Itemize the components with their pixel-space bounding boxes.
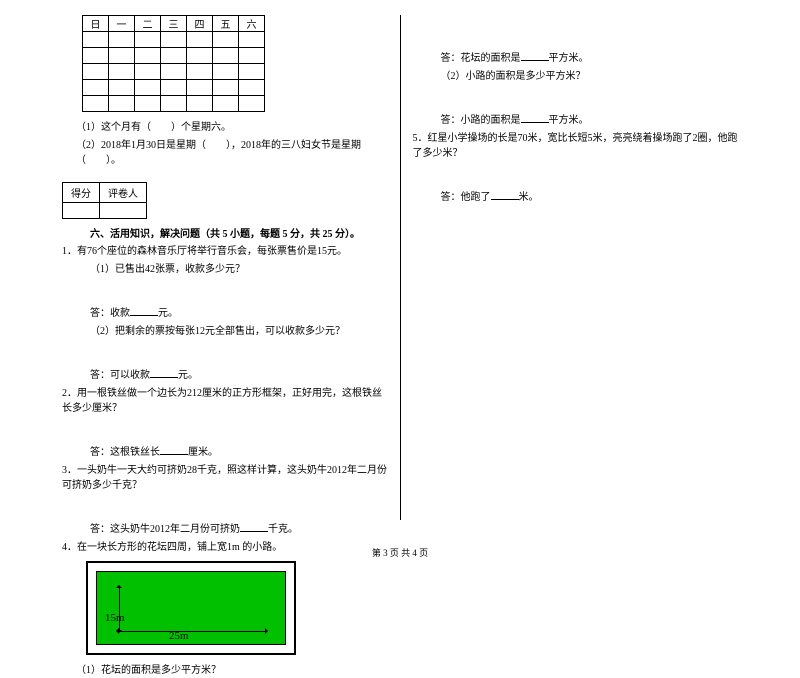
q4-2-text: （2）小路的面积是多少平方米？ (413, 69, 739, 84)
calendar-row (83, 32, 265, 48)
blank (160, 444, 188, 455)
q4-2-ans-suf: 平方米。 (549, 115, 589, 126)
grader-label: 评卷人 (100, 183, 147, 203)
q4-2-answer: 答：小路的面积是 平方米。 (413, 112, 739, 128)
arrow-vertical-icon (119, 586, 120, 632)
blank (491, 189, 519, 200)
blank (150, 367, 178, 378)
q4-2-ans-pre: 答：小路的面积是 (441, 115, 521, 126)
q3-ans-pre: 答：这头奶牛2012年二月份可挤奶 (90, 524, 240, 535)
score-label: 得分 (63, 183, 100, 203)
q3-text: 3．一头奶牛一天大约可挤奶28千克，照这样计算，这头奶牛2012年二月份可挤奶多… (62, 463, 388, 493)
q1-2-ans-pre: 答：可以收款 (90, 370, 150, 381)
q5-ans-suf: 米。 (519, 192, 539, 203)
grader-cell (100, 203, 147, 219)
blank (130, 305, 158, 316)
q1-2-ans-suf: 元。 (178, 370, 198, 381)
cal-h-2: 二 (135, 16, 161, 32)
q5-ans-pre: 答：他跑了 (441, 192, 491, 203)
q2-answer: 答：这根铁丝长 厘米。 (62, 444, 388, 460)
section-6-title: 六、活用知识，解决问题（共 5 小题，每题 5 分，共 25 分）。 (90, 225, 388, 240)
score-box: 得分 评卷人 (62, 182, 147, 219)
q1-1-answer: 答：收款 元。 (62, 305, 388, 321)
q1-1-ans-suf: 元。 (158, 308, 178, 319)
height-label: 15m (105, 612, 125, 624)
arrow-horizontal-icon (117, 631, 267, 632)
calendar-header-row: 日 一 二 三 四 五 六 (83, 16, 265, 32)
calendar-row (83, 48, 265, 64)
blank (521, 112, 549, 123)
q2-text: 2．用一根铁丝做一个边长为212厘米的正方形框架，正好用完，这根铁丝长多少厘米？ (62, 386, 388, 416)
q3-answer: 答：这头奶牛2012年二月份可挤奶 千克。 (62, 521, 388, 537)
score-cell (63, 203, 100, 219)
cal-h-5: 五 (213, 16, 239, 32)
q4-1-answer: 答：花坛的面积是 平方米。 (413, 50, 739, 66)
cal-h-0: 日 (83, 16, 109, 32)
q2-ans-suf: 厘米。 (188, 447, 218, 458)
cal-h-3: 三 (161, 16, 187, 32)
cal-h-1: 一 (109, 16, 135, 32)
blank (521, 50, 549, 61)
q1-2-answer: 答：可以收款 元。 (62, 367, 388, 383)
q1-1-ans-pre: 答：收款 (90, 308, 130, 319)
green-rect: 15m 25m (96, 571, 286, 645)
page-footer: 第 3 页 共 4 页 (0, 546, 800, 559)
flowerbed-diagram: 15m 25m (86, 561, 296, 655)
q2-ans-pre: 答：这根铁丝长 (90, 447, 160, 458)
q5-answer: 答：他跑了 米。 (413, 189, 739, 205)
blank (240, 521, 268, 532)
q1-1-text: （1）已售出42张票，收款多少元？ (62, 262, 388, 277)
width-label: 25m (169, 630, 189, 642)
calendar-q2: （2）2018年1月30日是星期（ ），2018年的三八妇女节是星期（ ）。 (62, 138, 388, 168)
cal-h-6: 六 (239, 16, 265, 32)
calendar-table: 日 一 二 三 四 五 六 (82, 15, 265, 112)
calendar-row (83, 80, 265, 96)
q5-text: 5．红星小学操场的长是70米，宽比长短5米，亮亮绕着操场跑了2圈，他跑了多少米？ (413, 131, 739, 161)
q1-2-text: （2）把剩余的票按每张12元全部售出，可以收款多少元？ (62, 324, 388, 339)
q4-1-text: （1）花坛的面积是多少平方米？ (62, 663, 388, 678)
q3-ans-suf: 千克。 (268, 524, 298, 535)
q1-text: 1．有76个座位的森林音乐厅将举行音乐会，每张票售价是15元。 (62, 244, 388, 259)
q4-1-ans-suf: 平方米。 (549, 53, 589, 64)
calendar-row (83, 64, 265, 80)
calendar-q1: （1）这个月有（ ）个星期六。 (62, 120, 388, 135)
cal-h-4: 四 (187, 16, 213, 32)
calendar-row (83, 96, 265, 112)
q4-1-ans-pre: 答：花坛的面积是 (441, 53, 521, 64)
